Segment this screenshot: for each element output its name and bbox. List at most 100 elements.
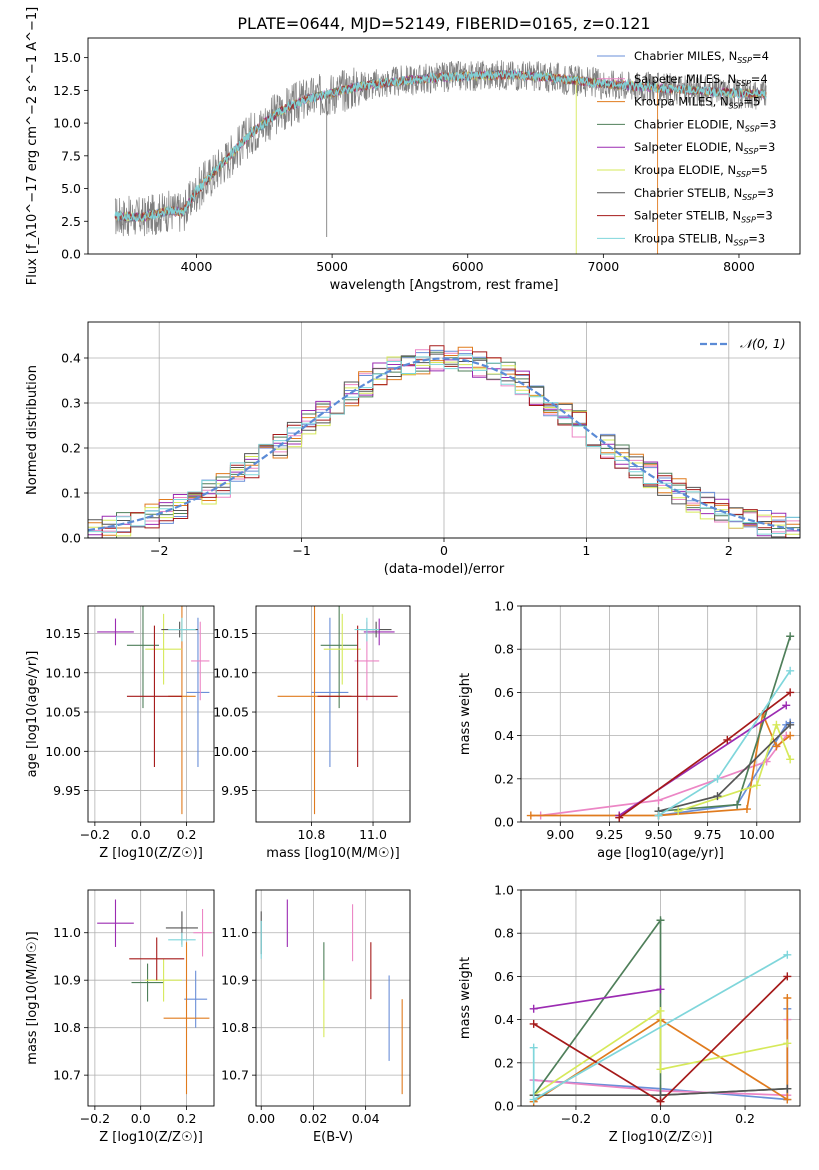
x-tick-label: −1 xyxy=(292,543,310,558)
x-tick-label: 0.04 xyxy=(352,1111,380,1126)
mass-vs-Z-plot-area xyxy=(97,899,212,1095)
mass-weight-marker xyxy=(674,807,683,816)
mass-weight-line-4 xyxy=(658,635,792,813)
legend-model-name: Chabrier ELODIE, N xyxy=(634,117,745,131)
y-tick-label: 10.15 xyxy=(45,626,81,641)
legend-entry: Salpeter MILES, NSSP=4 xyxy=(634,72,768,88)
legend-subscript: SSP xyxy=(729,102,744,111)
legend-entry: Kroupa STELIB, NSSP=3 xyxy=(634,231,765,247)
x-tick-label: 9.00 xyxy=(546,827,574,842)
legend-entry: Kroupa MILES, NSSP=5 xyxy=(634,95,760,111)
y-axis-label: Normed distribution xyxy=(25,365,40,495)
residual-histogram-9 xyxy=(88,354,800,535)
axes-frame xyxy=(520,889,801,1107)
y-tick-label: 0.4 xyxy=(494,1012,514,1027)
x-tick-label: 0.2 xyxy=(177,827,197,842)
mass-weight-marker xyxy=(529,1095,538,1104)
legend-subscript: SSP xyxy=(742,193,757,202)
mass-weight-marker xyxy=(529,1043,538,1052)
x-tick-label: 5000 xyxy=(316,259,348,274)
residuals-plot-area xyxy=(88,345,800,538)
x-tick-label: 0.02 xyxy=(300,1111,328,1126)
legend-subscript: SSP xyxy=(737,56,752,65)
legend-model-name: Chabrier STELIB, N xyxy=(634,186,742,200)
x-axis-label: Z [log10(Z/Z☉)] xyxy=(99,846,203,861)
mass-weight-marker xyxy=(615,813,624,822)
x-axis-label: age [log10(age/yr)] xyxy=(597,846,724,861)
x-tick-label: 8000 xyxy=(723,259,755,274)
mass-weight-marker xyxy=(526,811,535,820)
residuals-panel: −2 −1 0 1 2 0.0 0.1 0.2 0.3 0.4 (data-model)/error… xyxy=(25,321,801,577)
observed-spectrum xyxy=(114,60,767,237)
mass-weight-marker xyxy=(786,666,795,675)
y-tick-label: 5.0 xyxy=(61,181,81,196)
mass-weight-marker xyxy=(752,781,761,790)
x-tick-label: −0.2 xyxy=(561,1111,591,1126)
y-tick-label: 10.7 xyxy=(53,1068,81,1083)
y-tick-label: 11.0 xyxy=(53,925,81,940)
y-tick-label: 7.5 xyxy=(61,148,81,163)
y-tick-label: 0.0 xyxy=(61,531,81,546)
y-tick-label: 12.5 xyxy=(53,83,81,98)
legend-entry: Chabrier MILES, NSSP=4 xyxy=(634,49,769,65)
legend-nssp: =5 xyxy=(751,163,768,177)
axes-frame xyxy=(87,889,215,1107)
axes-frame xyxy=(87,321,801,539)
legend-subscript: SSP xyxy=(745,124,760,133)
y-tick-label: 15.0 xyxy=(53,50,81,65)
axes-frame xyxy=(87,605,215,823)
mass-weight-marker xyxy=(713,774,722,783)
mass-weight-marker xyxy=(742,805,751,814)
y-tick-label: 0.0 xyxy=(61,247,81,262)
mass-vs-EBV-plot-area xyxy=(260,899,403,1095)
legend-nssp: =3 xyxy=(758,140,775,154)
legend-subscript: SSP xyxy=(734,238,749,247)
mass-weight-line-5 xyxy=(533,988,661,1010)
mass-weight-marker xyxy=(656,1065,665,1074)
legend-entry: Chabrier ELODIE, NSSP=3 xyxy=(634,117,776,133)
y-tick-label: 0.4 xyxy=(494,728,514,743)
legend-model-name: Salpeter MILES, N xyxy=(634,72,736,86)
legend-model-name: Kroupa ELODIE, N xyxy=(634,163,736,177)
y-tick-label: 10.10 xyxy=(45,665,81,680)
x-tick-label: 0.00 xyxy=(247,1111,275,1126)
mass-weight-marker xyxy=(783,972,792,981)
y-tick-label: 10.0 xyxy=(53,116,81,131)
mass-weight-line-3 xyxy=(533,998,789,1103)
x-tick-label: −0.2 xyxy=(80,827,110,842)
legend-nssp: =3 xyxy=(757,186,774,200)
y-tick-label: 0.2 xyxy=(494,771,514,786)
legend-nssp: =5 xyxy=(743,95,760,109)
legend-model-name: Kroupa STELIB, N xyxy=(634,231,734,245)
mass-weight-marker xyxy=(786,688,795,697)
y-tick-label: 1.0 xyxy=(494,599,514,614)
mass-weight-marker xyxy=(529,1019,538,1028)
mass-weight-marker xyxy=(656,1006,665,1015)
mass-weight-marker xyxy=(654,811,663,820)
mass-weight-marker xyxy=(786,755,795,764)
legend-nssp: =4 xyxy=(751,72,768,86)
legend-nssp: =4 xyxy=(752,49,769,63)
x-tick-label: 4000 xyxy=(181,259,213,274)
y-tick-label: 0.8 xyxy=(494,642,514,657)
mass-weight-marker xyxy=(786,720,795,729)
mass-weight-marker xyxy=(772,720,781,729)
x-tick-label: 0.2 xyxy=(177,1111,197,1126)
x-tick-label: 0.0 xyxy=(131,827,151,842)
x-tick-label: −2 xyxy=(150,543,168,558)
y-tick-label: 0.8 xyxy=(494,926,514,941)
legend-subscript: SSP xyxy=(741,216,756,225)
legend-nssp: =3 xyxy=(756,209,773,223)
mass-weight-marker xyxy=(713,792,722,801)
y-axis-label: mass weight xyxy=(458,957,473,1039)
legend-entry: Kroupa ELODIE, NSSP=5 xyxy=(634,163,768,179)
mass-vs-Z-panel: −0.2 0.0 0.2 10.7 10.8 10.9 11.0 Z [log10(Z/Z☉)… xyxy=(25,889,215,1145)
mass-weight-marker xyxy=(656,985,665,994)
y-tick-label: 10.15 xyxy=(213,626,249,641)
legend-model-name: Salpeter STELIB, N xyxy=(634,209,741,223)
figure-title: PLATE=0644, MJD=52149, FIBERID=0165, z=0… xyxy=(237,14,650,33)
y-tick-label: 0.1 xyxy=(61,486,81,501)
mass-weight-vs-Z-panel: −0.2 0.0 0.2 0.0 0.2 0.4 0.6 0.8 1.0 Z [log10(Z/Z… xyxy=(458,883,801,1145)
x-tick-label: 9.50 xyxy=(645,827,673,842)
mass-weight-line-1 xyxy=(658,721,791,817)
